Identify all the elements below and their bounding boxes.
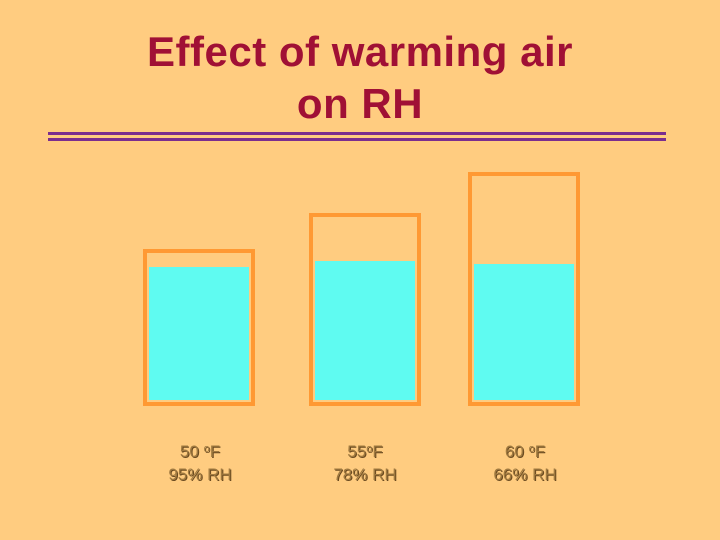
moisture-fill-50f [149,267,249,400]
label-60f: 60 oF 66% RH [455,438,595,486]
air-container-50f [143,249,255,406]
label-55f: 55oF 78% RH [295,438,435,486]
title-divider-bottom [48,138,666,141]
slide-title: Effect of warming air on RH [0,26,720,130]
temperature-label-60f: 60 oF [504,442,546,461]
rh-label-60f: 66% RH [493,465,557,484]
air-container-55f [309,213,421,406]
temperature-label-55f: 55oF [347,442,383,461]
title-divider-top [48,132,666,135]
temperature-label-50f: 50 oF [179,442,221,461]
title-line-1: Effect of warming air [147,28,573,75]
rh-label-55f: 78% RH [333,465,397,484]
moisture-fill-60f [474,264,574,400]
air-container-60f [468,172,580,406]
label-50f: 50 oF 95% RH [130,438,270,486]
title-line-2: on RH [296,80,424,127]
moisture-fill-55f [315,261,415,400]
rh-label-50f: 95% RH [168,465,232,484]
